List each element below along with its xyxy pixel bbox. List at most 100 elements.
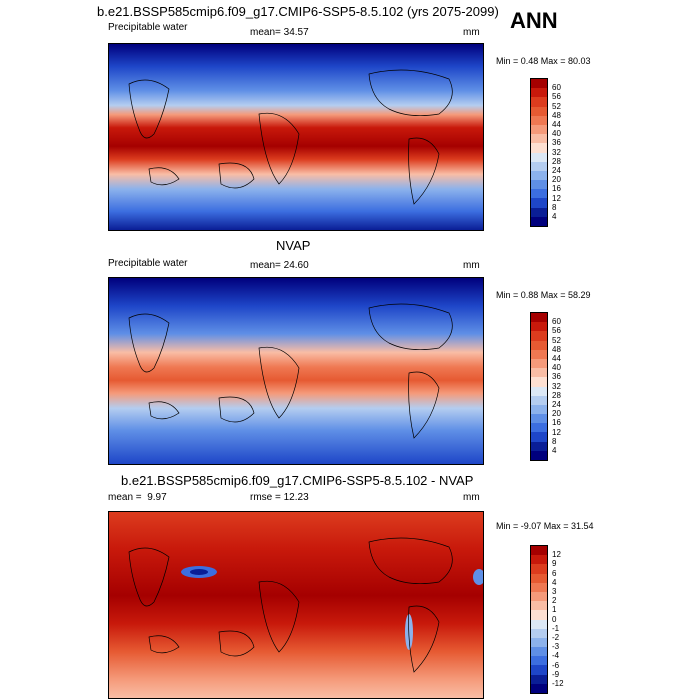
colorbar-swatch bbox=[531, 358, 547, 369]
colorbar-tick-label: 9 bbox=[552, 559, 557, 569]
panel2-title: NVAP bbox=[276, 238, 311, 253]
panel1-mean-label: mean= 34.57 bbox=[250, 27, 309, 38]
colorbar-tick-label: 56 bbox=[552, 92, 561, 102]
colorbar-swatch bbox=[531, 134, 547, 144]
colorbar-swatch bbox=[531, 573, 547, 583]
colorbar-swatch bbox=[531, 414, 547, 424]
colorbar-tick-label: 12 bbox=[552, 193, 561, 203]
colorbar-tick-label: 1 bbox=[552, 605, 557, 615]
colorbar-tick-label: 28 bbox=[552, 156, 561, 166]
colorbar-tick-label: -1 bbox=[552, 623, 560, 633]
panel3-mean: mean = 9.97 bbox=[108, 492, 167, 503]
colorbar-swatch bbox=[531, 610, 547, 620]
colorbar-swatch bbox=[531, 555, 547, 565]
panel3-unit: mm bbox=[463, 492, 480, 503]
colorbar-tick-label: 8 bbox=[552, 436, 557, 446]
panel3-rmse-value: 12.23 bbox=[283, 492, 309, 503]
colorbar-tick-label: 48 bbox=[552, 344, 561, 354]
colorbar-tick-label: 4 bbox=[552, 446, 557, 455]
colorbar-tick-label: 40 bbox=[552, 363, 561, 373]
colorbar-swatch bbox=[531, 647, 547, 657]
panel3-mean-value: 9.97 bbox=[147, 492, 167, 503]
colorbar-tick-label: 20 bbox=[552, 409, 561, 419]
colorbar-tick-label: 60 bbox=[552, 317, 561, 327]
colorbar-swatch bbox=[531, 386, 547, 396]
colorbar-swatch bbox=[531, 432, 547, 442]
colorbar-swatch bbox=[531, 637, 547, 648]
colorbar-tick-label: -6 bbox=[552, 660, 560, 670]
colorbar-swatch bbox=[531, 313, 547, 323]
colorbar-tick-label: 0 bbox=[552, 614, 557, 624]
colorbar-tick-label: 6 bbox=[552, 568, 557, 578]
colorbar-swatch bbox=[531, 423, 547, 433]
colorbar-swatch bbox=[531, 395, 547, 405]
colorbar-swatch bbox=[531, 124, 547, 135]
colorbar-swatch bbox=[531, 349, 547, 359]
colorbar-swatch bbox=[531, 115, 547, 125]
colorbar-swatch bbox=[531, 180, 547, 190]
colorbar-tick-label: 36 bbox=[552, 138, 561, 148]
colorbar-swatch bbox=[531, 683, 547, 693]
panel3-colorbar bbox=[530, 545, 548, 694]
panel1-map bbox=[108, 43, 484, 231]
colorbar-swatch bbox=[531, 216, 547, 226]
colorbar-swatch bbox=[531, 161, 547, 171]
colorbar-swatch bbox=[531, 441, 547, 451]
colorbar-swatch bbox=[531, 106, 547, 116]
colorbar-tick-label: 16 bbox=[552, 184, 561, 194]
colorbar-tick-label: -2 bbox=[552, 633, 560, 642]
colorbar-swatch bbox=[531, 198, 547, 208]
panel1-title: b.e21.BSSP585cmip6.f09_g17.CMIP6-SSP5-8.… bbox=[97, 4, 499, 19]
colorbar-swatch bbox=[531, 143, 547, 153]
panel1-unit: mm bbox=[463, 27, 480, 38]
colorbar-tick-label: -3 bbox=[552, 642, 560, 652]
colorbar-tick-label: 20 bbox=[552, 175, 561, 185]
colorbar-tick-label: 44 bbox=[552, 120, 561, 129]
colorbar-tick-label: 56 bbox=[552, 326, 561, 336]
colorbar-tick-label: 24 bbox=[552, 166, 561, 175]
colorbar-tick-label: 60 bbox=[552, 83, 561, 93]
colorbar-swatch bbox=[531, 97, 547, 107]
colorbar-swatch bbox=[531, 79, 547, 89]
colorbar-tick-label: -12 bbox=[552, 679, 564, 688]
colorbar-tick-label: 48 bbox=[552, 110, 561, 120]
panel2-unit: mm bbox=[463, 260, 480, 271]
colorbar-tick-label: 36 bbox=[552, 372, 561, 382]
colorbar-tick-label: 4 bbox=[552, 577, 557, 587]
colorbar-tick-label: 52 bbox=[552, 101, 561, 111]
colorbar-swatch bbox=[531, 546, 547, 556]
colorbar-tick-label: 44 bbox=[552, 354, 561, 363]
panel3-rmse: rmse = 12.23 bbox=[250, 492, 309, 503]
colorbar-swatch bbox=[531, 628, 547, 638]
colorbar-tick-label: 2 bbox=[552, 596, 557, 606]
colorbar-tick-label: -9 bbox=[552, 669, 560, 679]
panel1-variable-label: Precipitable water bbox=[108, 22, 188, 33]
panel1-mean-value: 34.57 bbox=[283, 27, 309, 38]
colorbar-swatch bbox=[531, 564, 547, 574]
panel3-minmax: Min = -9.07 Max = 31.54 bbox=[496, 521, 594, 531]
panel2-colorbar bbox=[530, 312, 548, 461]
colorbar-tick-label: 28 bbox=[552, 390, 561, 400]
colorbar-tick-label: 12 bbox=[552, 550, 561, 560]
panel1-colorbar bbox=[530, 78, 548, 227]
panel2-variable-label: Precipitable water bbox=[108, 258, 188, 269]
colorbar-swatch bbox=[531, 665, 547, 675]
colorbar-tick-label: 4 bbox=[552, 212, 557, 221]
panel3-title: b.e21.BSSP585cmip6.f09_g17.CMIP6-SSP5-8.… bbox=[121, 473, 474, 488]
colorbar-swatch bbox=[531, 152, 547, 162]
colorbar-swatch bbox=[531, 340, 547, 350]
colorbar-tick-label: 32 bbox=[552, 147, 561, 157]
panel2-map bbox=[108, 277, 484, 465]
colorbar-swatch bbox=[531, 619, 547, 629]
colorbar-swatch bbox=[531, 377, 547, 387]
colorbar-swatch bbox=[531, 674, 547, 684]
panel2-mean-label: mean= 24.60 bbox=[250, 260, 309, 271]
colorbar-swatch bbox=[531, 331, 547, 341]
panel2-minmax: Min = 0.88 Max = 58.29 bbox=[496, 290, 591, 300]
colorbar-tick-label: 40 bbox=[552, 129, 561, 139]
colorbar-swatch bbox=[531, 170, 547, 181]
annual-label: ANN bbox=[510, 8, 558, 33]
colorbar-tick-label: 12 bbox=[552, 427, 561, 437]
colorbar-tick-label: 16 bbox=[552, 418, 561, 428]
colorbar-swatch bbox=[531, 404, 547, 415]
